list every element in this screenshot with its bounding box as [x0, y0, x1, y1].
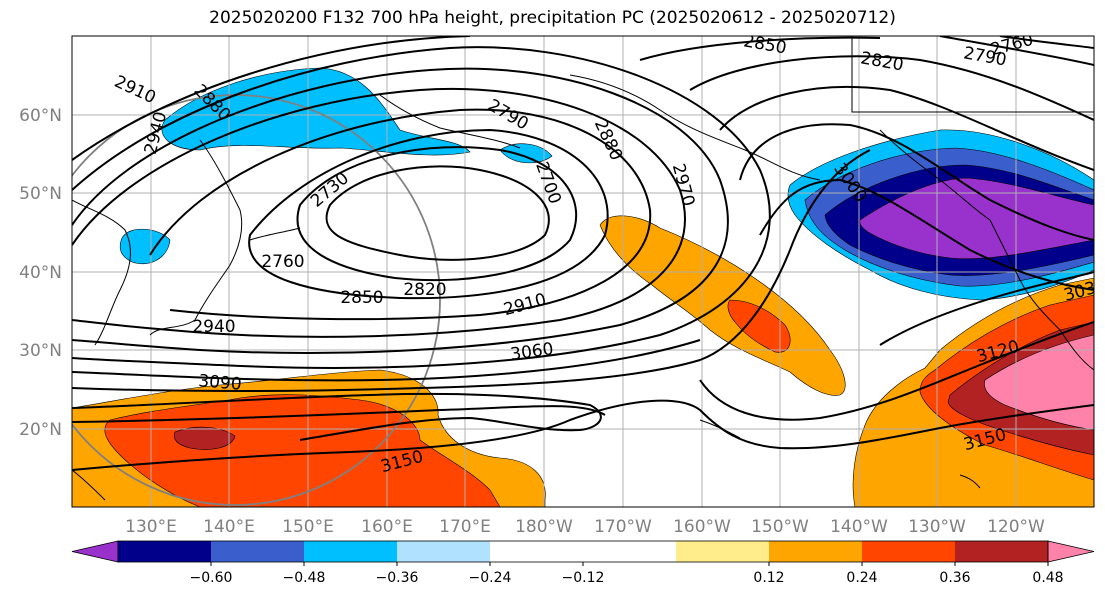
lon-label: 180°W [515, 517, 573, 537]
height-contours [72, 36, 1094, 471]
lon-label: 150°E [282, 517, 334, 537]
colorbar-tick-label: −0.12 [562, 570, 605, 586]
contour-label: 2850 [742, 31, 788, 58]
colorbar-swatch [397, 541, 491, 562]
lat-label: 30°N [19, 341, 62, 361]
lat-label: 50°N [19, 184, 62, 204]
colorbar-swatch [211, 541, 305, 562]
colorbar: −0.60 −0.48 −0.36 −0.24 −0.12 0.12 0.24 0.36 0.4… [71, 540, 1095, 586]
colorbar-swatch [955, 541, 1049, 562]
colorbar-tick-label: 0.12 [753, 570, 784, 586]
contour-label: 2760 [261, 252, 304, 272]
lon-label: 160°W [673, 517, 731, 537]
longitude-labels: 130°E 140°E 150°E 160°E 170°E 180°W 170°… [125, 517, 1045, 537]
lat-label: 40°N [19, 263, 62, 283]
lon-label: 130°W [908, 517, 966, 537]
lon-label: 160°E [361, 517, 413, 537]
coastlines [72, 36, 1094, 501]
lat-label: 20°N [19, 420, 62, 440]
colorbar-swatch [490, 541, 584, 562]
lon-label: 140°E [203, 517, 255, 537]
lon-label: 170°W [594, 517, 652, 537]
colorbar-tick-label: −0.36 [376, 570, 419, 586]
colorbar-tick-label: 0.24 [846, 570, 877, 586]
colorbar-tick-label: 0.48 [1032, 570, 1063, 586]
contour-label: 2940 [192, 317, 235, 337]
colorbar-extend-min [71, 540, 119, 563]
latitude-labels: 60°N 50°N 40°N 30°N 20°N [19, 106, 62, 440]
colorbar-extend-max [1047, 540, 1095, 563]
lat-label: 60°N [19, 106, 62, 126]
colorbar-tick-label: −0.60 [190, 570, 233, 586]
lon-label: 150°W [751, 517, 809, 537]
colorbar-tick-label: 0.36 [939, 570, 970, 586]
contour-label: 2820 [403, 280, 446, 300]
lon-label: 140°W [830, 517, 888, 537]
contour-label: 2850 [340, 288, 383, 308]
lon-label: 120°W [987, 517, 1045, 537]
colorbar-swatch [862, 541, 956, 562]
colorbar-tick-label: −0.24 [469, 570, 512, 586]
map-title: 2025020200 F132 700 hPa height, precipit… [209, 8, 896, 28]
contour-label: 3090 [198, 371, 243, 395]
colorbar-swatch [118, 541, 212, 562]
map-frame [71, 35, 1095, 508]
colorbar-swatch [304, 541, 398, 562]
lon-label: 170°E [439, 517, 491, 537]
colorbar-swatch [769, 541, 863, 562]
colorbar-tick-label: −0.48 [283, 570, 326, 586]
colorbar-swatch [676, 541, 770, 562]
lon-label: 130°E [125, 517, 177, 537]
colorbar-swatch [583, 541, 677, 562]
